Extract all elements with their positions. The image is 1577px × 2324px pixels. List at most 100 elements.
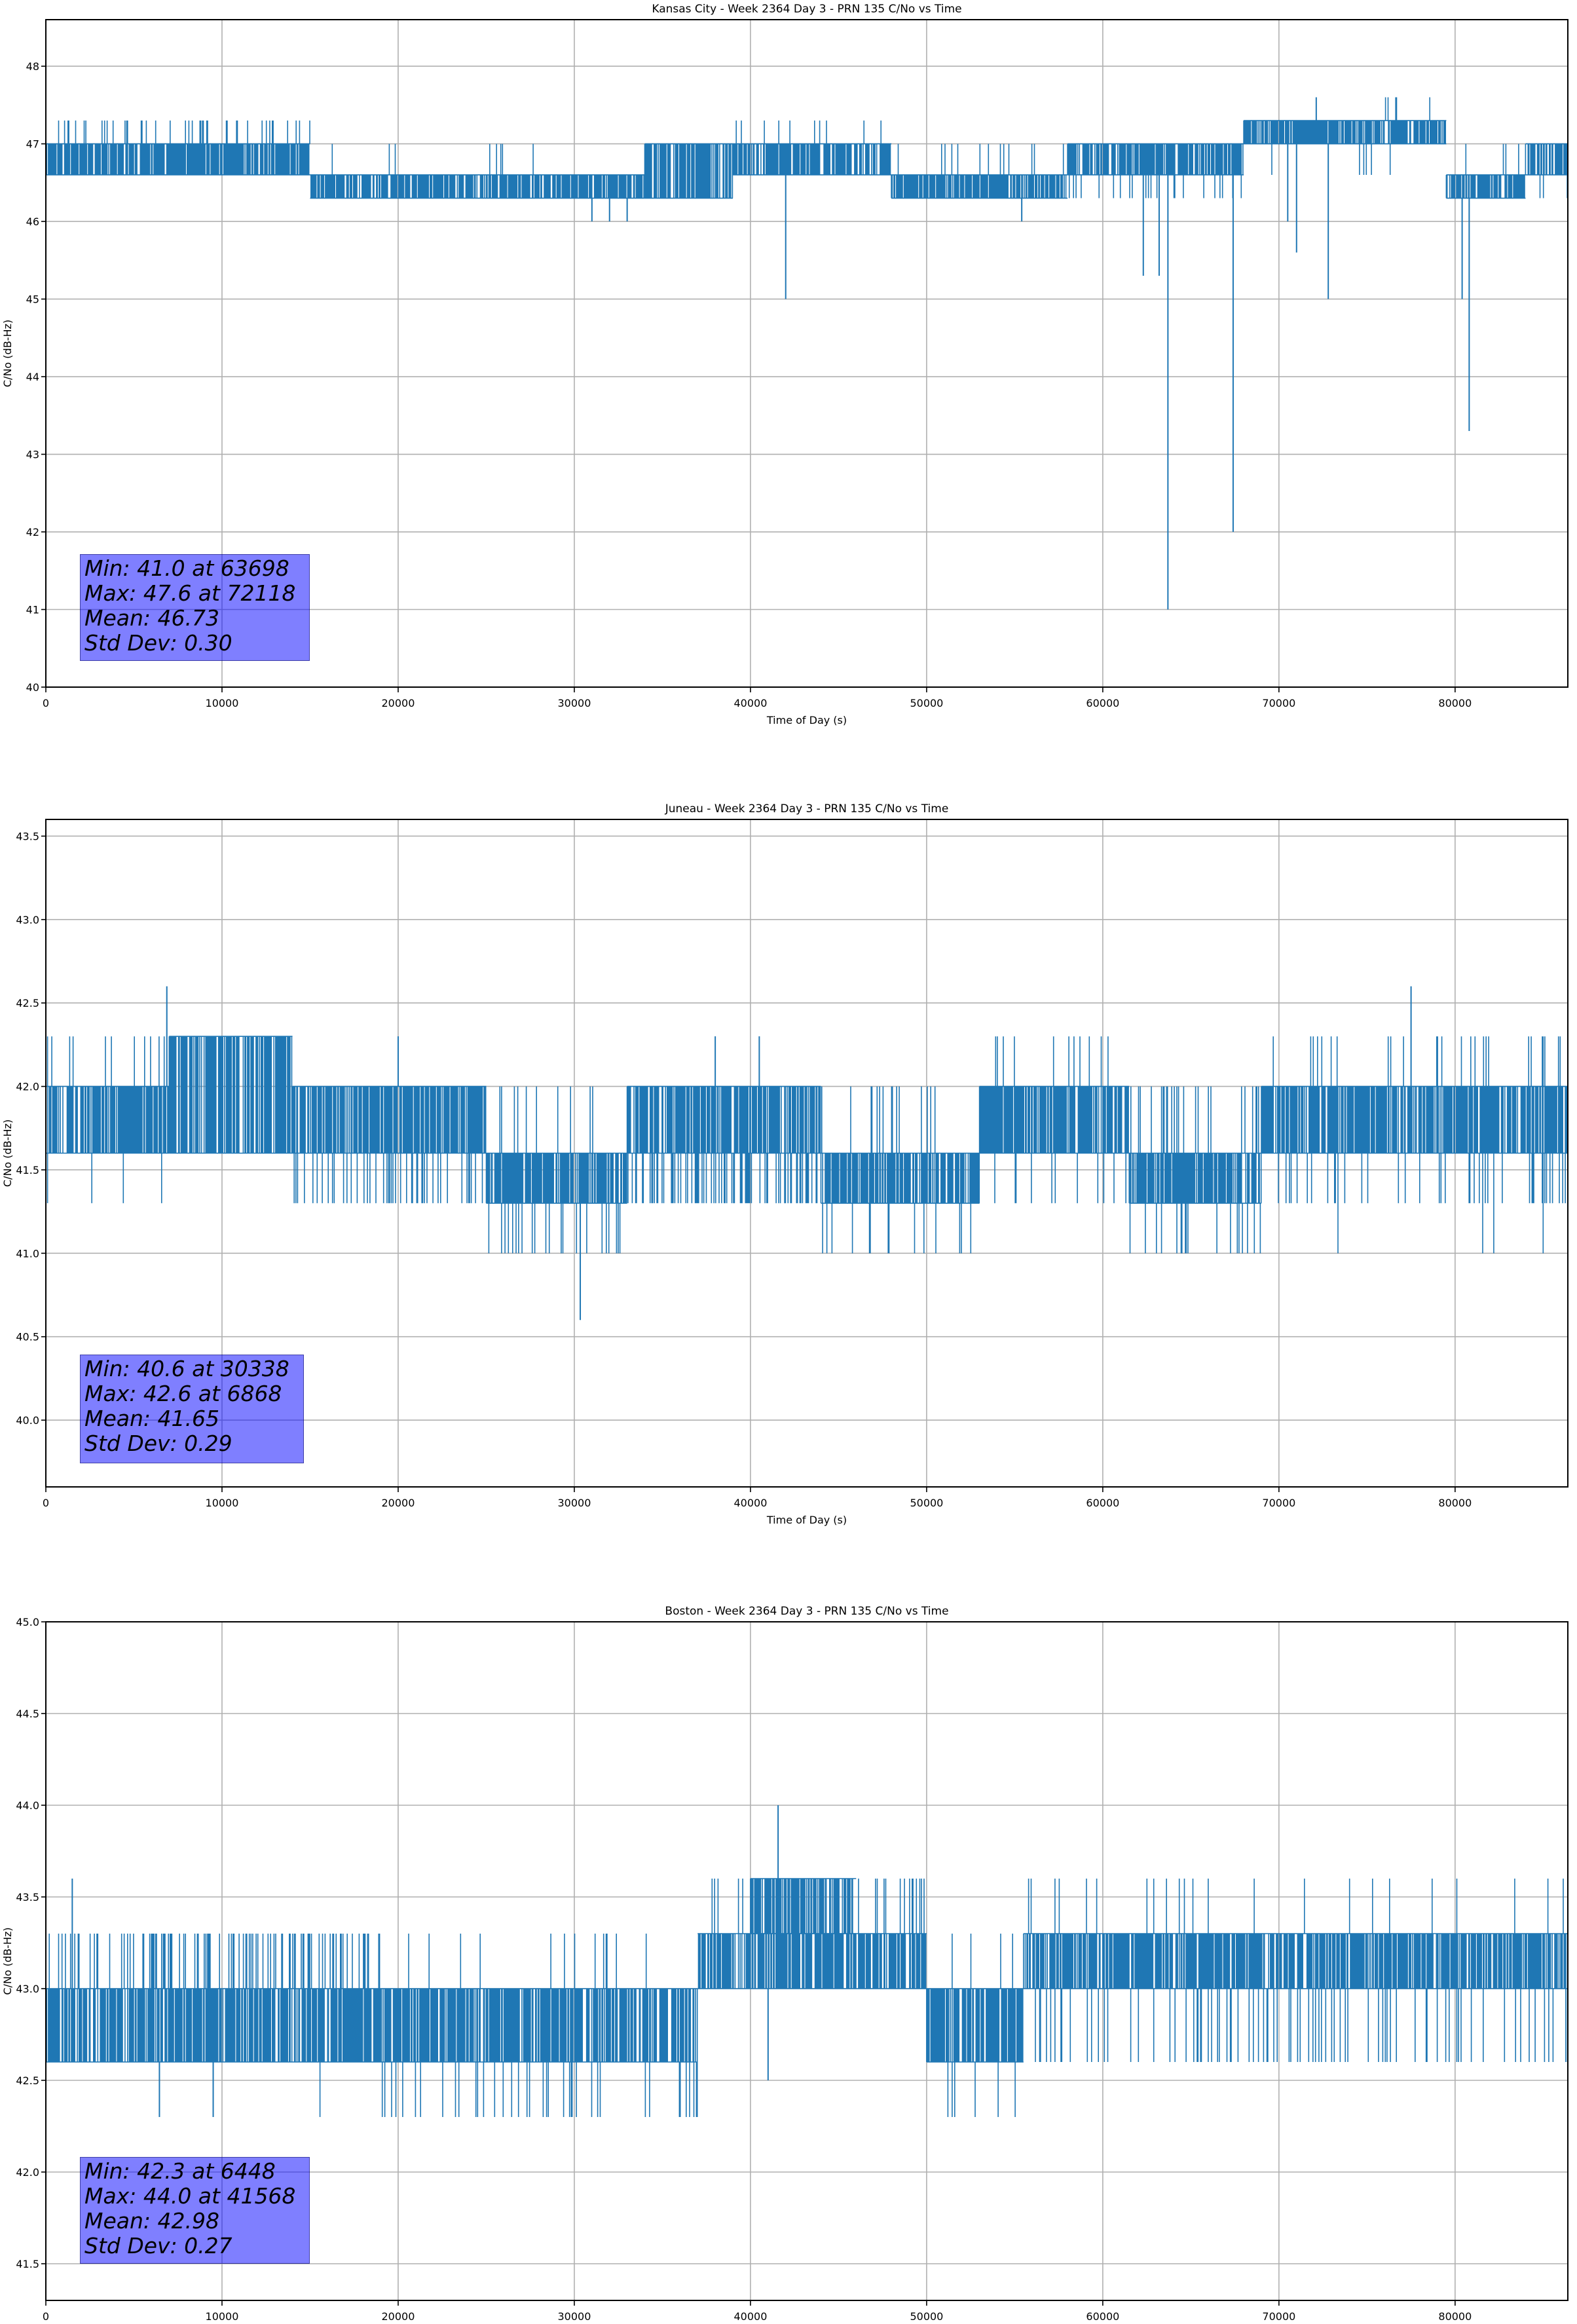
x-tick-label: 30000 <box>557 697 591 709</box>
x-tick-label: 30000 <box>557 1497 591 1509</box>
y-tick-label: 40.0 <box>16 1414 39 1427</box>
y-tick-label: 43.5 <box>16 1891 39 1903</box>
y-tick-label: 44.0 <box>16 1799 39 1812</box>
y-tick-label: 45.0 <box>16 1616 39 1628</box>
series-cno <box>46 986 1568 1321</box>
y-tick-label: 41.5 <box>16 1164 39 1176</box>
series-segment <box>380 1934 698 2117</box>
series-cno <box>46 1805 1568 2117</box>
x-tick-label: 70000 <box>1262 2310 1295 2323</box>
stats-box-boston: Min: 42.3 at 6448 Max: 44.0 at 41568 Mea… <box>80 2157 310 2264</box>
x-tick-label: 60000 <box>1086 2310 1119 2323</box>
series-segment <box>697 1879 927 1989</box>
y-tick-label: 43.5 <box>16 830 39 842</box>
series-segment <box>1128 1086 1262 1254</box>
chart-title: Juneau - Week 2364 Day 3 - PRN 135 C/No … <box>665 802 949 815</box>
y-tick-label: 45 <box>26 293 39 306</box>
y-tick-label: 46 <box>26 216 39 228</box>
axes-frame <box>45 1621 1568 2301</box>
x-tick-label: 50000 <box>910 697 943 709</box>
stats-min: Min: 41.0 at 63698 <box>84 555 289 581</box>
x-tick-label: 80000 <box>1438 2310 1472 2323</box>
x-tick-label: 40000 <box>733 2310 767 2323</box>
x-tick-label: 50000 <box>910 2310 943 2323</box>
stats-mean: Mean: 41.65 <box>84 1406 219 1431</box>
series-segment <box>46 1036 170 1203</box>
x-tick-label: 60000 <box>1086 697 1119 709</box>
y-tick-label: 43.0 <box>16 1983 39 1995</box>
stats-std: Std Dev: 0.29 <box>84 1431 232 1456</box>
stats-max: Max: 47.6 at 72118 <box>84 580 296 606</box>
series-segment <box>310 143 645 199</box>
x-tick-label: 70000 <box>1262 1497 1295 1509</box>
y-axis-label: C/No (dB-Hz) <box>1 1927 14 1995</box>
y-tick-label: 42.5 <box>16 997 39 1009</box>
y-tick-label: 42.5 <box>16 2074 39 2087</box>
y-axis-label: C/No (dB-Hz) <box>1 1119 14 1187</box>
chart-title: Kansas City - Week 2364 Day 3 - PRN 135 … <box>652 3 961 16</box>
series-segment <box>46 1934 381 2117</box>
x-tick-label: 80000 <box>1438 697 1472 709</box>
y-tick-label: 47 <box>26 138 39 151</box>
x-tick-label: 10000 <box>206 2310 239 2323</box>
x-tick-label: 50000 <box>910 1497 943 1509</box>
x-tick-label: 20000 <box>382 1497 415 1509</box>
y-tick-label: 41.5 <box>16 2258 39 2270</box>
y-tick-label: 41 <box>26 604 39 616</box>
series-segment <box>626 1085 821 1203</box>
x-tick-label: 20000 <box>382 697 415 709</box>
y-tick-label: 48 <box>26 60 39 73</box>
series-segment <box>1261 1036 1568 1254</box>
stats-box-juneau: Min: 40.6 at 30338 Max: 42.6 at 6868 Mea… <box>80 1355 304 1463</box>
chart-2: 0 10000 20000 30000 40000 50000 60000 70000 8000… <box>1 1605 1568 2323</box>
stats-max: Max: 42.6 at 6868 <box>84 1381 282 1406</box>
x-tick-label: 20000 <box>382 2310 415 2323</box>
stats-std: Std Dev: 0.30 <box>84 630 232 656</box>
x-tick-label: 0 <box>43 697 49 709</box>
y-tick-label: 42 <box>26 526 39 538</box>
series-segment <box>978 1036 1130 1203</box>
axes-frame <box>45 819 1568 1488</box>
y-axis-label: C/No (dB-Hz) <box>1 320 14 387</box>
x-tick-label: 0 <box>43 1497 49 1509</box>
x-tick-label: 0 <box>43 2310 49 2323</box>
axes-frame <box>45 19 1568 688</box>
series-segment <box>1445 143 1526 199</box>
series-segment <box>891 143 1068 199</box>
x-axis-label: Time of Day (s) <box>766 714 847 726</box>
series-segment <box>1384 97 1430 121</box>
series-segment <box>820 1086 980 1254</box>
series-segment <box>1525 143 1568 198</box>
y-tick-label: 41.0 <box>16 1247 39 1260</box>
series-segment <box>732 121 892 176</box>
series-segment <box>168 1036 293 1154</box>
chart-title: Boston - Week 2364 Day 3 - PRN 135 C/No … <box>665 1605 948 1618</box>
y-tick-label: 44 <box>26 371 39 383</box>
chart-0: 0 10000 20000 30000 40000 50000 60000 70000 8000… <box>1 3 1568 726</box>
series-segment <box>750 1878 857 1934</box>
x-tick-label: 80000 <box>1438 1497 1472 1509</box>
x-tick-label: 40000 <box>733 697 767 709</box>
x-tick-label: 30000 <box>557 2310 591 2323</box>
series-segment <box>485 1086 627 1254</box>
y-tick-label: 44.5 <box>16 1708 39 1720</box>
series-segment <box>926 1934 1024 2117</box>
y-tick-label: 40 <box>26 681 39 694</box>
stats-min: Min: 40.6 at 30338 <box>84 1356 289 1381</box>
series-segment <box>1243 120 1447 175</box>
stats-min: Min: 42.3 at 6448 <box>84 2158 276 2184</box>
series-segment <box>46 121 310 176</box>
y-tick-label: 43.0 <box>16 914 39 926</box>
y-tick-label: 42.0 <box>16 1081 39 1093</box>
stats-mean: Mean: 46.73 <box>84 605 219 631</box>
stats-box-kansas-city: Min: 41.0 at 63698 Max: 47.6 at 72118 Me… <box>80 554 310 661</box>
y-tick-label: 42.0 <box>16 2166 39 2179</box>
x-tick-label: 40000 <box>733 1497 767 1509</box>
x-tick-label: 70000 <box>1262 697 1295 709</box>
stats-max: Max: 44.0 at 41568 <box>84 2183 296 2209</box>
series-segment <box>1067 143 1244 198</box>
x-tick-label: 10000 <box>206 1497 239 1509</box>
series-segment <box>1023 1879 1568 2062</box>
stats-mean: Mean: 42.98 <box>84 2208 219 2234</box>
